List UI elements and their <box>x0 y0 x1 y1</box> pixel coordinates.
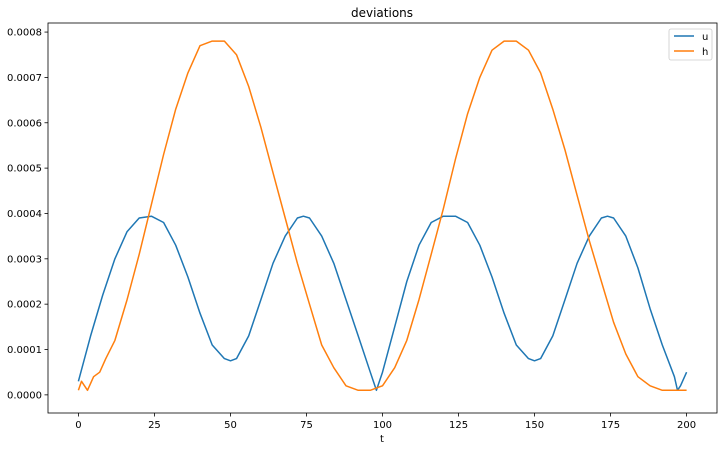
x-tick-label: 50 <box>224 420 237 431</box>
x-tick-label: 175 <box>601 420 620 431</box>
x-tick-label: 75 <box>300 420 313 431</box>
series-group <box>77 40 688 392</box>
x-tick-label: 100 <box>373 420 392 431</box>
series-line-h <box>77 40 687 392</box>
y-tick-label: 0.0006 <box>7 118 42 129</box>
chart-title: deviations <box>351 6 413 20</box>
x-tick-label: 25 <box>148 420 161 431</box>
y-tick-label: 0.0004 <box>7 209 42 220</box>
y-axis: 0.0000 0.0001 0.0002 0.0003 0.0004 0.0005 0.00… <box>7 28 48 401</box>
x-axis: 0 25 50 75 100 125 150 175 200 <box>75 413 696 431</box>
series-line-u <box>77 215 688 392</box>
y-tick-label: 0.0008 <box>7 28 42 39</box>
x-tick-label: 200 <box>677 420 696 431</box>
y-tick-label: 0.0002 <box>7 300 42 311</box>
x-tick-label: 0 <box>75 420 81 431</box>
y-tick-label: 0.0001 <box>7 345 42 356</box>
legend: u h <box>668 28 713 61</box>
y-tick-label: 0.0003 <box>7 254 42 265</box>
x-axis-label: t <box>380 434 384 445</box>
x-tick-label: 125 <box>449 420 468 431</box>
legend-label-u: u <box>702 32 708 43</box>
y-tick-label: 0.0007 <box>7 73 42 84</box>
legend-label-h: h <box>702 47 708 58</box>
y-tick-label: 0.0005 <box>7 164 42 175</box>
x-tick-label: 150 <box>525 420 544 431</box>
plot-frame <box>47 22 718 414</box>
y-tick-label: 0.0000 <box>7 390 42 401</box>
